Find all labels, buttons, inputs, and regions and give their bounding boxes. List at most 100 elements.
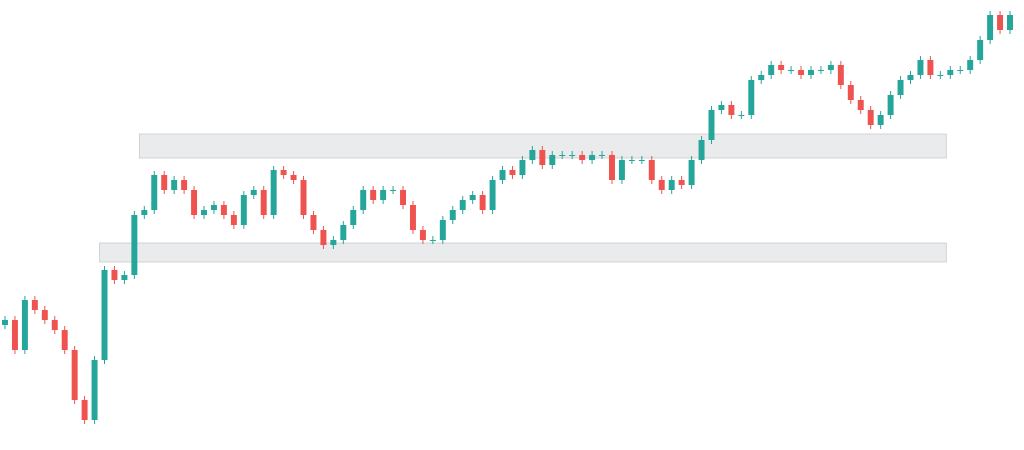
candle-body [380, 190, 387, 200]
candle-body [718, 105, 725, 110]
candle-body [648, 160, 655, 180]
candle-body [589, 155, 596, 160]
candle-body [439, 220, 446, 240]
candle-body [708, 110, 715, 140]
candle-body [529, 150, 536, 160]
candle-body [449, 210, 456, 220]
candle-body [728, 105, 735, 115]
candle-body [469, 195, 476, 200]
candle-body [260, 190, 267, 215]
candle-body [837, 65, 844, 85]
candle-body [977, 40, 984, 60]
candle-body [51, 320, 58, 330]
candle-body [937, 75, 944, 76]
candle-body [181, 180, 188, 190]
candle-body [758, 75, 765, 80]
candle-body [688, 160, 695, 185]
candle-body [21, 300, 28, 350]
candle-body [499, 170, 506, 180]
candle-body [41, 310, 48, 320]
candle-body [370, 190, 377, 200]
candle-body [678, 180, 685, 185]
candle-body [618, 160, 625, 180]
candle-body [300, 180, 307, 215]
candle-body [569, 155, 576, 156]
candle-body [599, 155, 606, 156]
candle-body [240, 195, 247, 225]
candle-body [61, 330, 68, 350]
candle-body [171, 180, 178, 190]
candle-body [459, 200, 466, 210]
zone [99, 242, 947, 263]
candle-body [81, 400, 88, 420]
candle-body [768, 65, 775, 75]
candle-body [429, 240, 436, 241]
candle-body [360, 190, 367, 210]
candle-body [539, 150, 546, 165]
candle-body [877, 115, 884, 125]
candle-body [151, 175, 158, 210]
candle-body [957, 70, 964, 71]
candle-body [310, 215, 317, 230]
candle-body [887, 95, 894, 115]
candle-body [121, 275, 128, 280]
candle-body [857, 100, 864, 110]
candle-body [250, 190, 257, 195]
candle-body [340, 225, 347, 240]
candle-body [210, 205, 217, 210]
candle-body [897, 80, 904, 95]
candle-body [748, 80, 755, 115]
candle-body [489, 180, 496, 210]
candle-body [141, 210, 148, 215]
candle-body [111, 270, 118, 280]
candle-body [987, 15, 994, 40]
candle-body [698, 140, 705, 160]
candle-body [91, 360, 98, 420]
candle-body [201, 210, 207, 215]
candle-body [131, 215, 138, 275]
candle-body [270, 170, 277, 215]
candle-body [400, 190, 407, 205]
candle-body [927, 60, 934, 75]
candle-body [778, 65, 785, 70]
candle-body [668, 180, 675, 190]
candle-body [788, 70, 795, 71]
candle-body [658, 180, 665, 190]
candle-body [847, 85, 854, 100]
candle-body [220, 205, 227, 215]
candle-body [191, 190, 198, 215]
candle-body [867, 110, 874, 125]
candle-body [738, 115, 745, 116]
candle-body [11, 320, 18, 350]
candle-body [917, 60, 924, 75]
candle-body [479, 195, 486, 210]
candle-body [827, 65, 834, 70]
candle-body [161, 175, 168, 190]
candle-body [549, 155, 556, 165]
candle-body [230, 215, 237, 225]
candle-body [390, 190, 397, 191]
candle-body [997, 15, 1004, 30]
candle-body [320, 230, 327, 245]
candle-body [628, 160, 635, 161]
candle-body [608, 155, 615, 180]
candle-body [330, 240, 337, 245]
candle-body [559, 155, 566, 156]
candle-body [350, 210, 357, 225]
candle-body [71, 350, 78, 400]
candle-body [907, 75, 914, 80]
candle-body [419, 230, 426, 240]
candle-body [967, 60, 974, 70]
candle-body [1007, 15, 1013, 30]
candle-body [638, 160, 645, 161]
candle-body [817, 70, 824, 71]
candle-body [2, 320, 8, 325]
candle-body [509, 170, 516, 175]
candle-body [808, 70, 814, 75]
candle-body [409, 205, 416, 230]
candle-body [947, 70, 954, 75]
candle-body [290, 175, 297, 180]
candle-body [101, 270, 108, 360]
